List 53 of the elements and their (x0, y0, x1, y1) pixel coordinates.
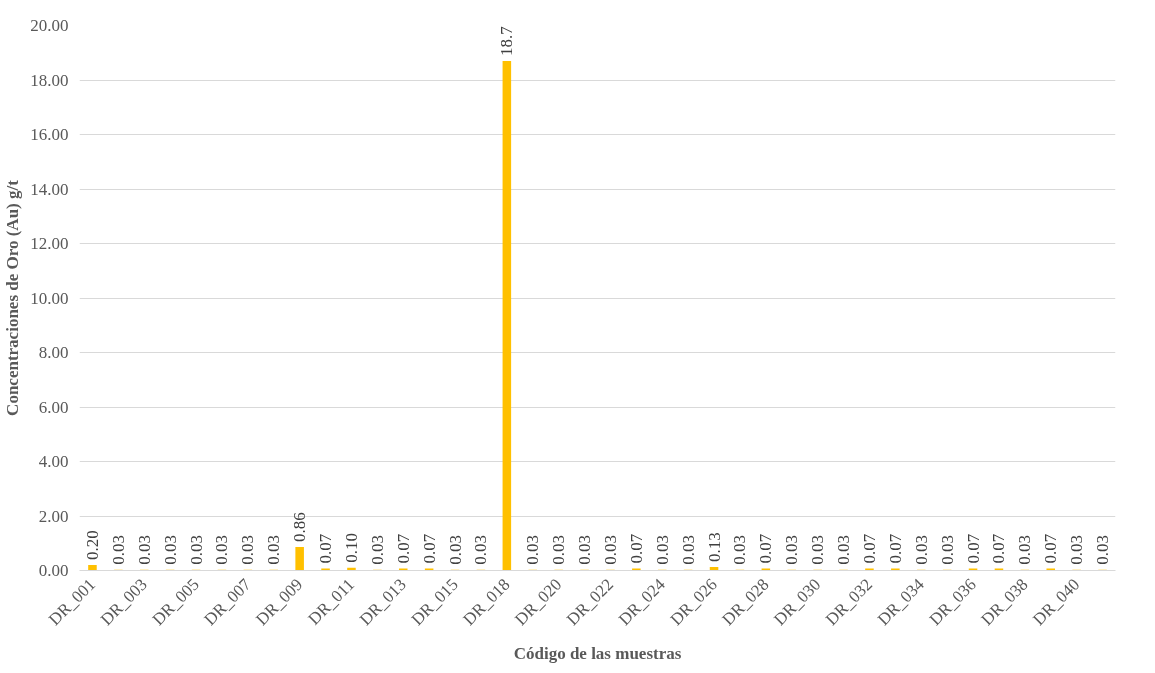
data-label: 0.07 (859, 533, 879, 564)
data-label: 0.07 (419, 533, 439, 564)
data-label: 0.07 (316, 533, 336, 564)
data-label: 0.03 (108, 534, 128, 565)
data-label: 0.03 (212, 534, 232, 565)
data-label: 0.03 (238, 534, 258, 565)
y-tick-label: 14.00 (30, 179, 69, 199)
data-label: 0.03 (1015, 534, 1035, 565)
data-label: 0.03 (367, 534, 387, 565)
y-tick-label: 20.00 (30, 16, 69, 35)
data-label: 0.07 (393, 533, 413, 564)
data-label: 0.03 (264, 534, 284, 565)
data-label: 0.03 (575, 534, 595, 565)
data-label: 0.03 (911, 534, 931, 565)
y-axis-title: Concentraciones de Oro (Au) g/t (3, 179, 23, 416)
x-axis-title: Código de las muestras (513, 643, 682, 663)
data-label: 0.20 (82, 530, 102, 561)
data-label: 18.7 (497, 25, 517, 56)
y-tick-label: 4.00 (38, 452, 69, 471)
data-label: 0.03 (1067, 534, 1087, 565)
y-tick-label: 16.00 (30, 125, 69, 144)
data-label: 0.03 (186, 534, 206, 565)
y-tick-label: 10.00 (30, 288, 69, 308)
y-tick-label: 0.00 (38, 561, 69, 580)
data-label: 0.03 (134, 534, 154, 565)
data-label: 0.03 (782, 534, 802, 565)
data-label: 0.03 (160, 534, 180, 565)
y-tick-label: 6.00 (38, 397, 69, 417)
data-label: 0.07 (756, 533, 776, 564)
data-label: 0.03 (445, 534, 465, 565)
y-tick-label: 8.00 (38, 343, 69, 362)
data-label: 0.03 (471, 534, 491, 565)
data-label: 0.07 (989, 533, 1009, 564)
data-label: 0.86 (290, 512, 310, 543)
y-tick-label: 18.00 (30, 70, 69, 90)
data-label: 0.13 (704, 532, 724, 562)
data-label: 0.07 (1041, 533, 1061, 564)
data-label: 0.03 (523, 534, 543, 565)
data-label: 0.03 (808, 534, 828, 565)
data-label: 0.03 (730, 534, 750, 565)
data-label: 0.03 (834, 534, 854, 565)
data-label: 0.03 (937, 534, 957, 565)
data-label: 0.03 (549, 534, 569, 565)
data-label: 0.07 (885, 533, 905, 564)
data-label: 0.07 (626, 533, 646, 564)
data-label: 0.03 (678, 534, 698, 565)
data-label: 0.03 (652, 534, 672, 565)
data-label: 0.03 (1093, 534, 1113, 565)
y-tick-label: 2.00 (38, 506, 69, 526)
data-label: 0.07 (963, 533, 983, 564)
data-label: 0.03 (600, 534, 620, 565)
data-label: 0.10 (341, 533, 361, 563)
y-tick-label: 12.00 (30, 234, 69, 253)
